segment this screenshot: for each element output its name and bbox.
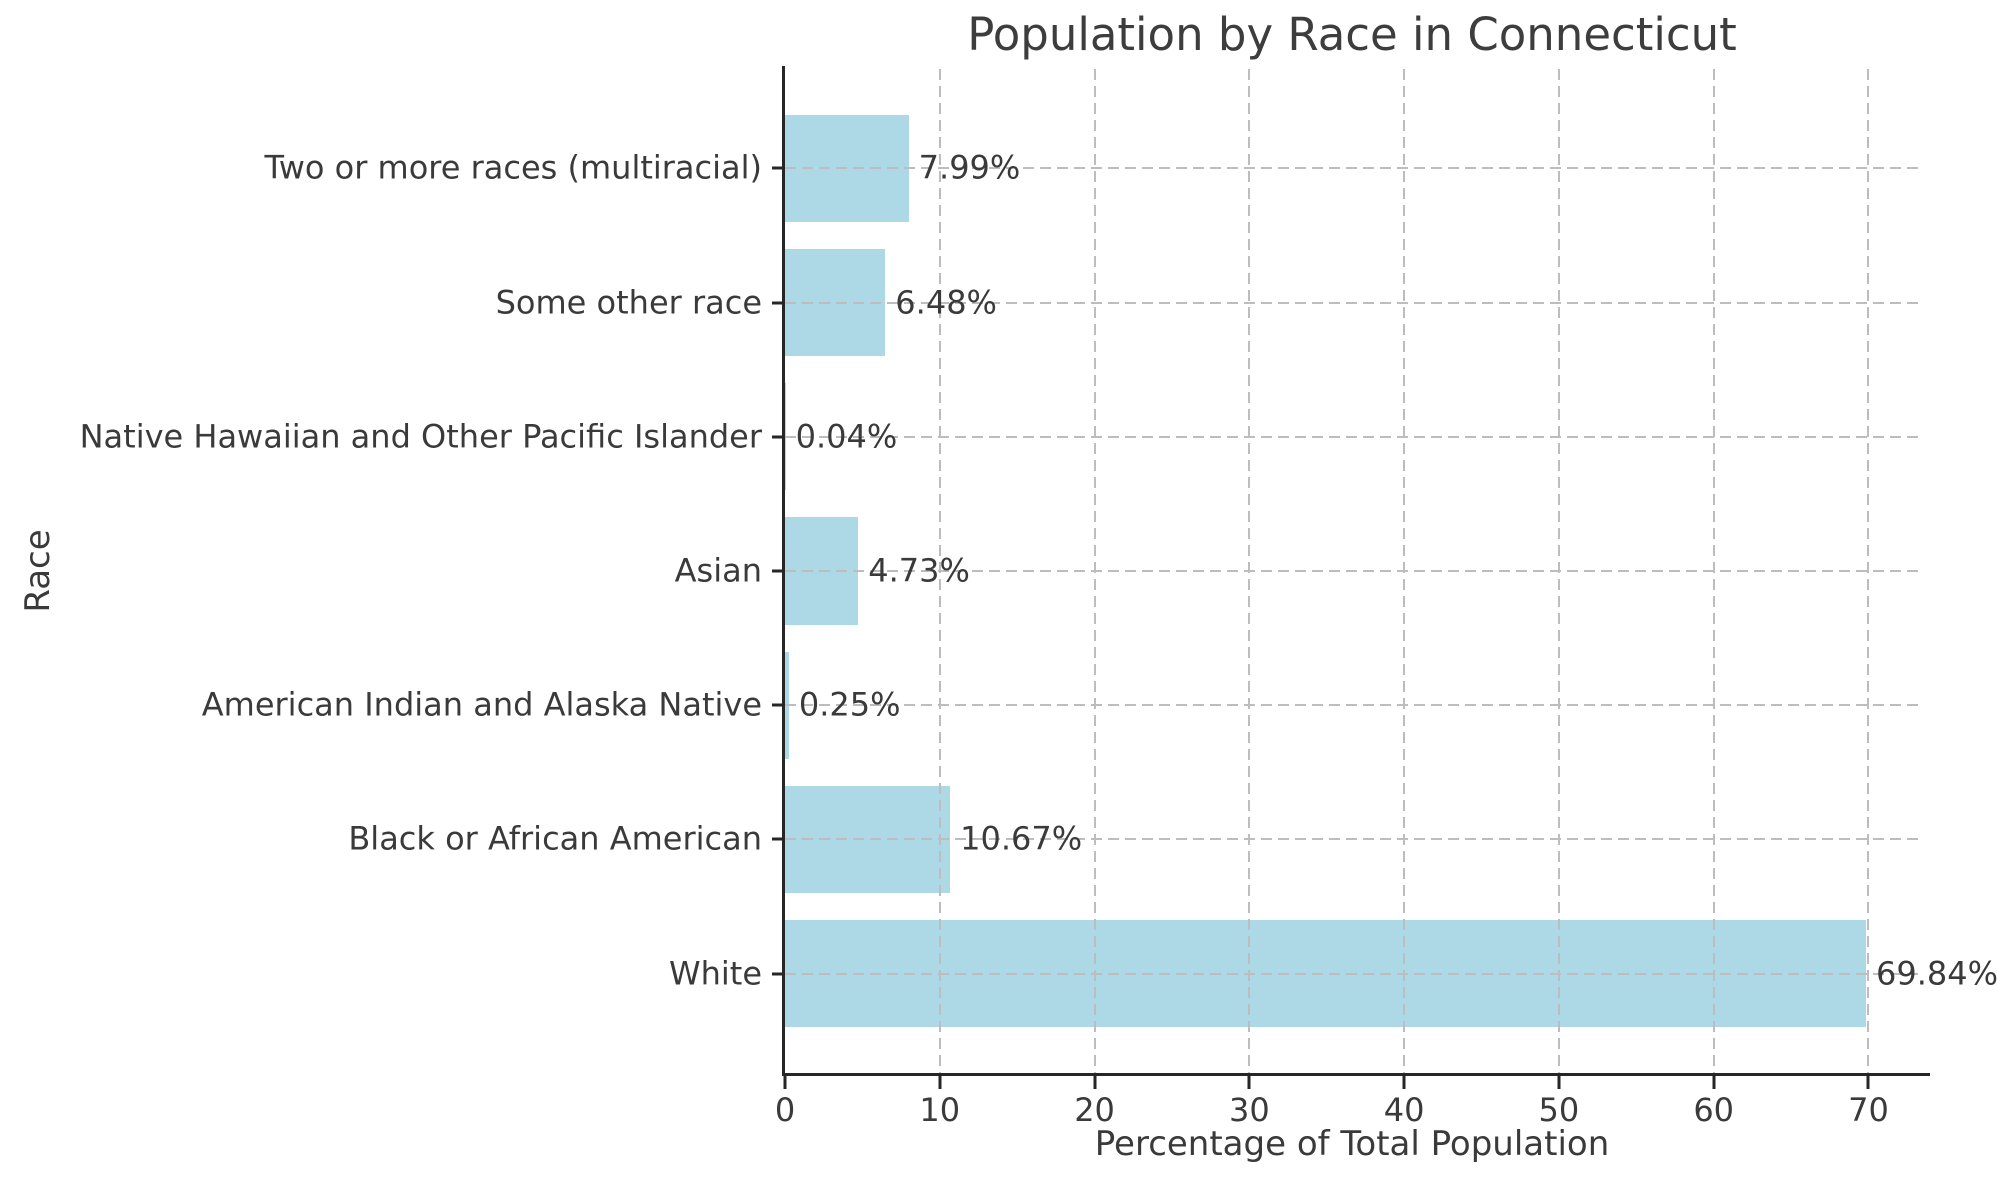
category-label: American Indian and Alaska Native — [201, 685, 762, 724]
y-axis-tick — [772, 301, 784, 305]
bar-value-label: 69.84% — [1875, 954, 1997, 993]
x-axis-tick-label: 30 — [1228, 1091, 1270, 1129]
y-axis-tick — [772, 703, 784, 707]
horizontal-gridline — [785, 838, 1920, 841]
x-axis-tick — [1712, 1076, 1716, 1089]
x-axis-tick-label: 50 — [1538, 1091, 1580, 1129]
category-label: Black or African American — [348, 820, 762, 859]
y-axis-label: Race — [18, 529, 58, 613]
vertical-gridline — [1867, 69, 1870, 1073]
category-label: Native Hawaiian and Other Pacific Island… — [79, 417, 762, 456]
vertical-gridline — [938, 69, 941, 1073]
category-label: Some other race — [495, 283, 762, 322]
vertical-gridline — [1712, 69, 1715, 1073]
x-axis-tick — [1247, 1076, 1251, 1089]
horizontal-gridline — [785, 972, 1920, 975]
horizontal-gridline — [785, 435, 1920, 438]
x-axis-tick-label: 20 — [1074, 1091, 1115, 1129]
category-label: White — [668, 954, 762, 993]
x-axis-tick — [1557, 1076, 1561, 1089]
x-axis-tick-label: 70 — [1848, 1091, 1889, 1129]
x-axis-tick — [1093, 1076, 1097, 1089]
bar-value-label: 0.25% — [798, 685, 901, 724]
chart-title: Population by Race in Connecticut — [967, 8, 1737, 61]
x-axis-tick-label: 10 — [919, 1091, 961, 1129]
x-axis-tick-label: 40 — [1383, 1091, 1425, 1129]
x-axis-tick — [938, 1076, 942, 1089]
vertical-gridline — [1093, 69, 1096, 1073]
x-axis-tick-label: 0 — [774, 1091, 796, 1129]
horizontal-gridline — [785, 167, 1920, 170]
vertical-gridline — [1403, 69, 1406, 1073]
x-axis-tick — [1402, 1076, 1406, 1089]
bar-value-label: 10.67% — [960, 820, 1083, 859]
vertical-gridline — [1557, 69, 1560, 1073]
x-axis-tick — [783, 1076, 787, 1089]
x-axis-tick — [1866, 1076, 1870, 1089]
horizontal-gridline — [785, 570, 1920, 572]
category-label: Asian — [674, 551, 762, 590]
category-label: Two or more races (multiracial) — [264, 148, 762, 187]
y-axis-tick — [772, 569, 784, 573]
bar-value-label: 0.04% — [795, 417, 898, 456]
x-axis-label: Percentage of Total Population — [1094, 1124, 1610, 1164]
vertical-gridline — [1248, 69, 1251, 1073]
x-axis-tick-label: 60 — [1693, 1091, 1735, 1129]
horizontal-gridline — [785, 301, 1920, 304]
y-axis-spine — [782, 66, 785, 1076]
x-axis-spine — [782, 1073, 1930, 1076]
y-axis-tick — [772, 837, 784, 841]
bar-value-label: 4.73% — [868, 551, 970, 590]
y-axis-tick — [772, 166, 784, 170]
horizontal-gridline — [785, 704, 1920, 707]
y-axis-tick — [772, 435, 784, 439]
bar-value-label: 6.48% — [895, 283, 997, 322]
y-axis-tick — [772, 972, 784, 976]
bar-value-label: 7.99% — [918, 148, 1021, 187]
